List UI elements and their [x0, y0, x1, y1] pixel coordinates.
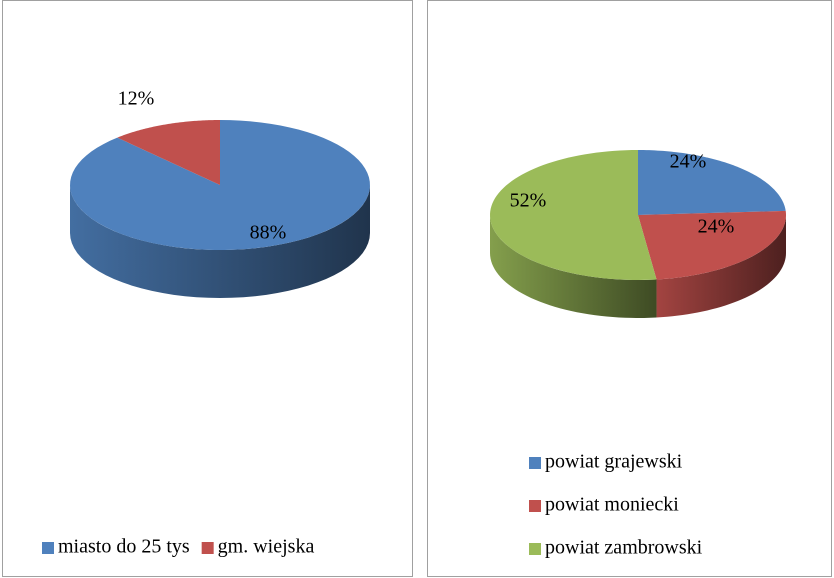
legend-label: powiat zambrowski	[545, 537, 703, 559]
legend-swatch	[529, 543, 541, 555]
slice	[638, 210, 786, 280]
slice	[638, 150, 786, 215]
data-label: 88%	[250, 222, 287, 244]
data-label: 24%	[698, 216, 735, 238]
panel-right	[427, 0, 832, 577]
slice-side	[656, 215, 786, 318]
legend-swatch	[42, 542, 54, 554]
slice	[490, 150, 657, 280]
legend-label: powiat grajewski	[545, 451, 683, 473]
legend-swatch	[529, 457, 541, 469]
legend-label: miasto do 25 tys	[58, 536, 190, 558]
slice-side	[490, 215, 657, 318]
data-label: 12%	[118, 88, 155, 110]
slice	[70, 120, 370, 250]
slice-side	[70, 185, 370, 298]
legend-swatch	[201, 542, 214, 554]
slice	[117, 120, 220, 185]
legend-swatch	[529, 500, 541, 512]
legend-label: powiat moniecki	[545, 494, 679, 516]
data-label: 52%	[510, 190, 547, 212]
data-label: 24%	[670, 151, 707, 173]
legend-label: gm. wiejska	[218, 536, 315, 558]
panel-left	[2, 0, 413, 577]
